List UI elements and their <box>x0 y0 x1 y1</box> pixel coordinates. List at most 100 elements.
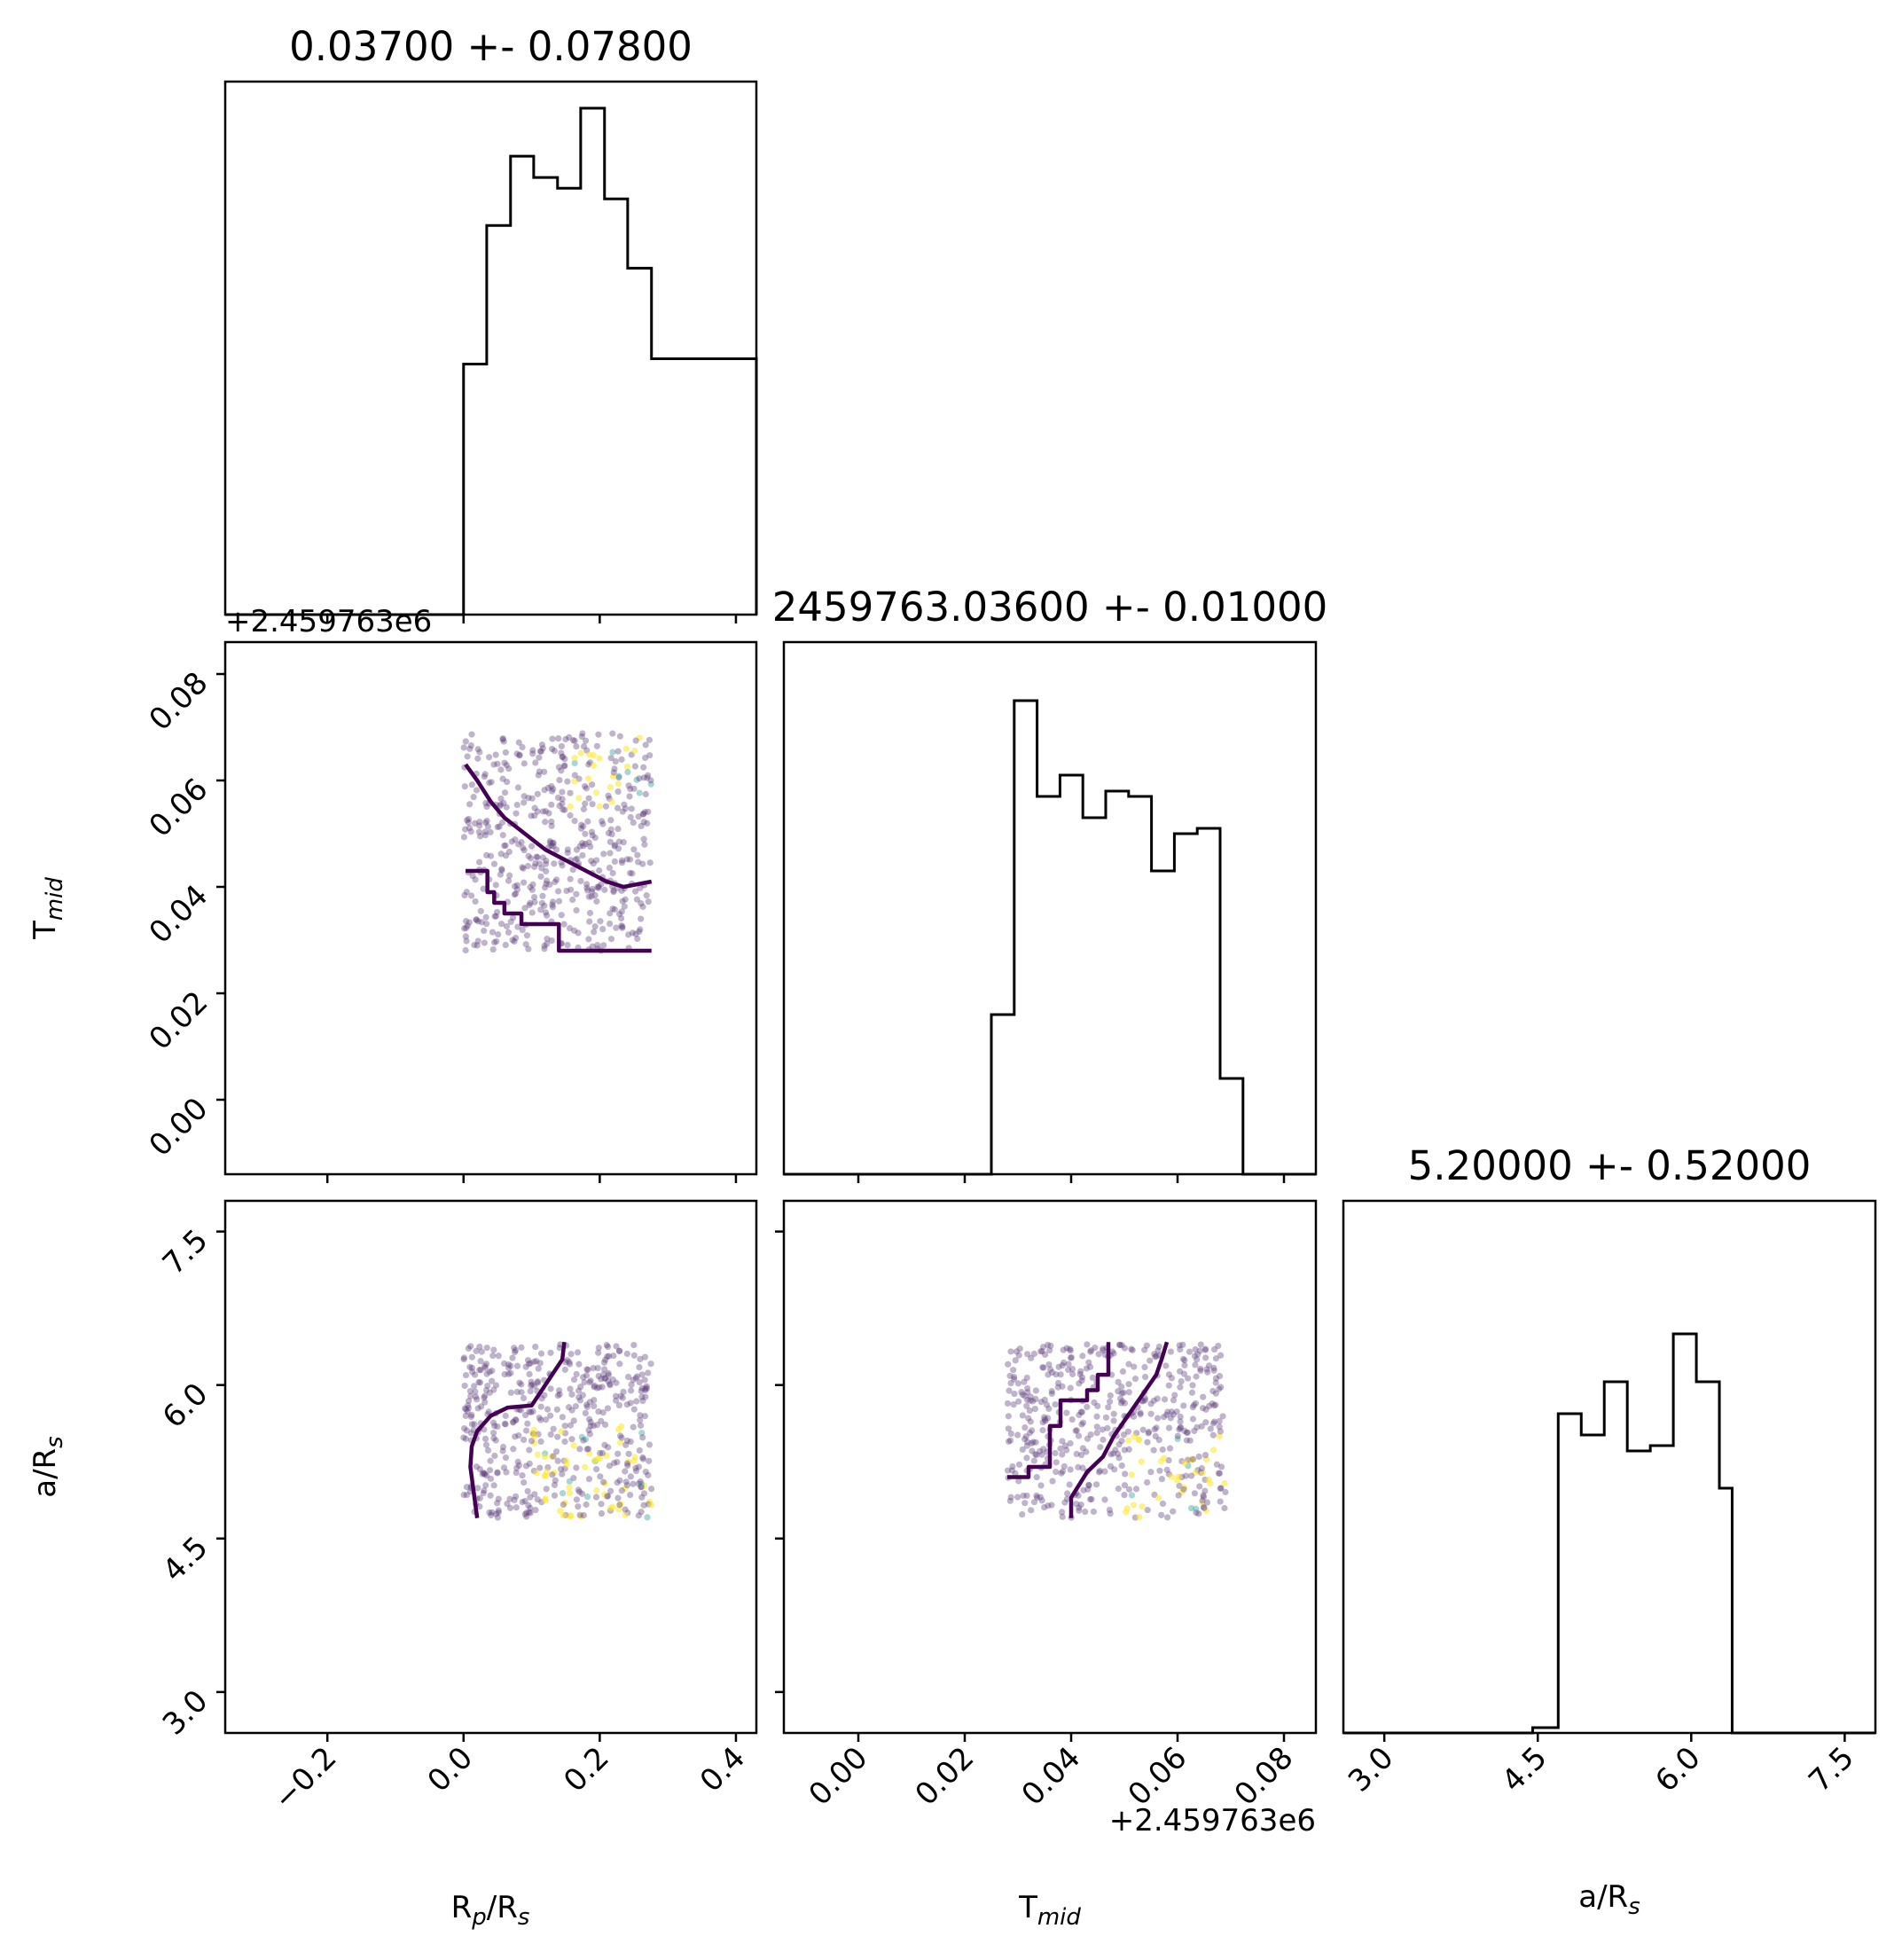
scatter-point <box>603 1342 610 1349</box>
scatter-point <box>637 926 644 933</box>
scatter-point <box>586 918 593 925</box>
scatter-point <box>541 787 548 794</box>
scatter-point <box>598 881 605 888</box>
scatter-point <box>583 884 591 891</box>
scatter-point <box>476 1379 484 1386</box>
scatter-point <box>1185 1375 1192 1382</box>
scatter-point <box>528 812 535 819</box>
scatter-point <box>573 890 580 898</box>
scatter-point <box>605 1371 612 1379</box>
scatter-point <box>630 1457 638 1465</box>
scatter-point <box>1104 1424 1111 1431</box>
scatter-point <box>486 780 493 787</box>
scatter-point <box>511 1496 518 1504</box>
scatter-point <box>1019 1446 1026 1454</box>
scatter-point <box>1108 1451 1115 1458</box>
scatter-point <box>1131 1433 1138 1440</box>
scatter-point <box>648 1501 655 1509</box>
scatter-point <box>577 749 584 757</box>
scatter-point <box>551 1492 559 1499</box>
scatter-point <box>1197 1341 1204 1348</box>
scatter-point <box>645 1369 652 1376</box>
y-tick-label: 0.02 <box>143 984 215 1057</box>
scatter-point <box>1084 1486 1092 1493</box>
scatter-point <box>513 1416 520 1424</box>
scatter-point <box>541 1454 548 1461</box>
scatter-point <box>646 1457 653 1464</box>
scatter-point <box>585 936 592 943</box>
scatter-point <box>467 1413 474 1421</box>
scatter-point <box>603 1452 610 1459</box>
scatter-point <box>614 804 622 811</box>
scatter-point <box>1177 1424 1184 1431</box>
scatter-point <box>494 760 501 767</box>
scatter-point <box>600 1371 607 1378</box>
scatter-point <box>574 1349 582 1356</box>
scatter-point <box>464 922 471 929</box>
scatter-point <box>588 893 595 900</box>
scatter-point <box>1211 1418 1218 1425</box>
scatter-point <box>1011 1376 1018 1383</box>
scatter-point <box>576 843 583 850</box>
scatter-point <box>1199 1500 1206 1507</box>
scatter-point <box>638 1509 645 1516</box>
scatter-point <box>520 1394 528 1402</box>
scatter-point <box>1170 1397 1178 1404</box>
scatter-point <box>1087 1348 1094 1355</box>
scatter-point <box>1216 1423 1223 1431</box>
scatter-point <box>477 1367 484 1374</box>
scatter-point <box>593 1421 600 1429</box>
scatter-point <box>489 929 497 936</box>
scatter-point <box>461 891 468 899</box>
scatter-point <box>623 1401 630 1408</box>
scatter-point <box>544 935 551 943</box>
scatter-point <box>499 735 506 742</box>
scatter-point <box>1159 1500 1167 1508</box>
scatter-point <box>1187 1472 1195 1479</box>
scatter-point <box>1087 1347 1095 1354</box>
scatter-point <box>627 1387 635 1394</box>
scatter-point <box>1067 1354 1075 1361</box>
scatter-point <box>502 941 509 949</box>
scatter-point <box>525 945 532 953</box>
scatter-point <box>490 1346 497 1353</box>
scatter-point <box>595 1372 602 1380</box>
scatter-point <box>537 1403 544 1410</box>
scatter-point <box>579 1392 586 1399</box>
scatter-point <box>1163 1411 1170 1418</box>
scatter-point <box>1177 1413 1184 1421</box>
scatter-point <box>618 756 625 763</box>
scatter-point <box>642 741 649 749</box>
scatter-point <box>548 1453 555 1460</box>
scatter-point <box>1028 1507 1035 1514</box>
scatter-point <box>476 833 484 840</box>
scatter-point <box>1023 1396 1031 1404</box>
scatter-point <box>1159 1446 1166 1454</box>
scatter-point <box>1075 1463 1082 1470</box>
scatter-point <box>1115 1341 1123 1349</box>
scatter-point <box>591 1382 599 1390</box>
y-tick-label: 4.5 <box>156 1530 215 1589</box>
scatter-point <box>618 914 625 922</box>
scatter-point <box>612 757 619 765</box>
scatter-point <box>600 1359 608 1366</box>
scatter-point <box>521 879 528 886</box>
scatter-point <box>1118 1342 1125 1349</box>
scatter-point <box>518 838 525 846</box>
scatter-point <box>528 1378 535 1385</box>
scatter-point <box>615 772 622 780</box>
scatter-point <box>630 785 638 792</box>
scatter-point <box>1168 1408 1176 1415</box>
scatter-point <box>482 799 489 807</box>
scatter-point <box>482 1360 490 1368</box>
scatter-point <box>1192 1399 1200 1407</box>
scatter-point <box>617 1501 624 1508</box>
scatter-point <box>550 786 557 793</box>
scatter-point <box>502 749 509 757</box>
scatter-point <box>607 784 614 791</box>
scatter-point <box>1065 1366 1072 1374</box>
scatter-point <box>1195 1510 1202 1517</box>
scatter-point <box>463 1491 470 1499</box>
scatter-point <box>1222 1488 1229 1496</box>
scatter-point <box>565 1404 573 1411</box>
